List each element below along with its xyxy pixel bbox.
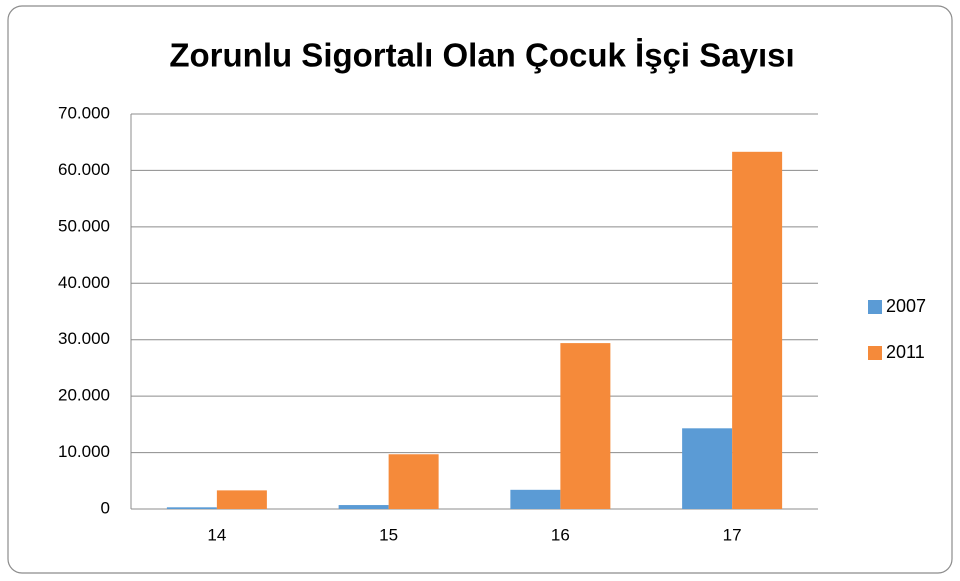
x-tick-label: 16 bbox=[551, 525, 570, 544]
y-tick-label: 20.000 bbox=[58, 386, 110, 405]
y-tick-label: 60.000 bbox=[58, 160, 110, 179]
bar bbox=[510, 489, 561, 509]
x-tick-label: 15 bbox=[379, 525, 398, 544]
y-tick-label: 30.000 bbox=[58, 329, 110, 348]
chart-frame bbox=[7, 5, 953, 574]
y-tick-label: 0 bbox=[101, 498, 110, 517]
bar bbox=[732, 151, 783, 510]
y-tick-label: 10.000 bbox=[58, 442, 110, 461]
bar bbox=[338, 505, 389, 509]
legend-swatch bbox=[868, 346, 882, 360]
y-tick-label: 50.000 bbox=[58, 216, 110, 235]
bar bbox=[560, 343, 611, 509]
x-tick-label: 14 bbox=[207, 525, 226, 544]
chart-title: Zorunlu Sigortalı Olan Çocuk İşçi Sayısı bbox=[169, 37, 794, 74]
legend-swatch bbox=[868, 300, 882, 314]
bar bbox=[388, 454, 439, 509]
y-tick-label: 40.000 bbox=[58, 273, 110, 292]
legend-label: 2007 bbox=[886, 296, 926, 316]
bar bbox=[166, 507, 217, 509]
bar bbox=[682, 428, 733, 509]
y-tick-label: 70.000 bbox=[58, 103, 110, 122]
bar bbox=[216, 490, 267, 509]
x-tick-label: 17 bbox=[723, 525, 742, 544]
legend-label: 2011 bbox=[886, 342, 925, 362]
